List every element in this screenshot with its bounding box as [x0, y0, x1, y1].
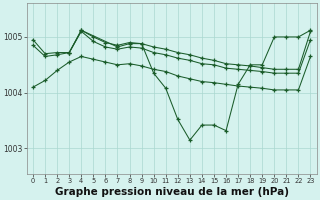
X-axis label: Graphe pression niveau de la mer (hPa): Graphe pression niveau de la mer (hPa)	[55, 187, 289, 197]
